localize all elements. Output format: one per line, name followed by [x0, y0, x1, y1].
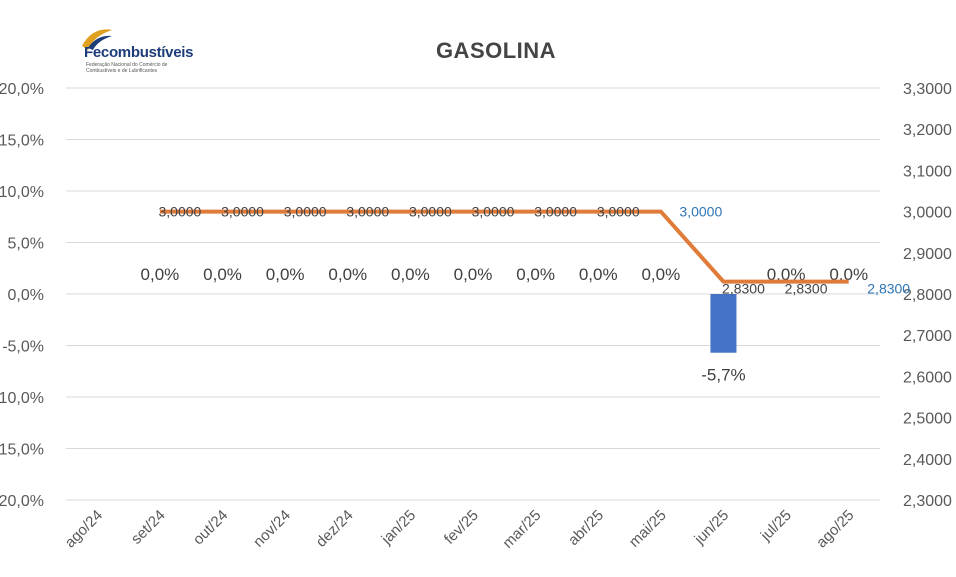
chart-title: GASOLINA — [435, 38, 557, 63]
bar-data-label: 0,0% — [454, 265, 493, 284]
x-tick-label: mar/25 — [499, 507, 544, 552]
logo-wordmark: Fecombustíveis — [84, 44, 194, 61]
bar-data-label: -5,7% — [701, 366, 745, 385]
bar-data-label: 0,0% — [391, 265, 430, 284]
x-tick-label: nov/24 — [250, 507, 294, 551]
y-left-tick-label: 20,0% — [0, 81, 44, 98]
bar-data-label: 0,0% — [829, 265, 868, 284]
fecombustiveis-logo: Fecombustíveis Federação Nacional do Com… — [76, 26, 206, 78]
line-data-label: 3,0000 — [346, 204, 389, 220]
y-right-tick-label: 3,2000 — [903, 122, 952, 139]
bar-data-label: 0,0% — [767, 265, 806, 284]
bar-data-label: 0,0% — [328, 265, 367, 284]
line-series — [159, 209, 849, 284]
x-tick-label: jan/25 — [378, 507, 420, 549]
y-right-tick-label: 2,9000 — [903, 246, 952, 263]
y-right-tick-label: 2,3000 — [903, 493, 952, 510]
bar — [710, 294, 737, 353]
line-data-label: 3,0000 — [409, 204, 452, 220]
y-left-tick-label: -5,0% — [2, 339, 44, 356]
line-data-label: 3,0000 — [597, 204, 640, 220]
line-data-label: 3,0000 — [221, 204, 264, 220]
y-right-tick-label: 3,0000 — [903, 205, 952, 222]
line-data-label: 3,0000 — [679, 204, 722, 220]
y-left-tick-label: 5,0% — [8, 236, 44, 253]
y-left-tick-label: 0,0% — [8, 287, 44, 304]
y-left-tick-label: 15,0% — [0, 133, 44, 150]
bar-data-label: 0,0% — [141, 265, 180, 284]
bar-data-label: 0,0% — [641, 265, 680, 284]
y-right-tick-label: 2,4000 — [903, 452, 952, 469]
x-tick-label: fev/25 — [441, 507, 482, 548]
bar-data-label: 0,0% — [579, 265, 618, 284]
line-data-label: 3,0000 — [534, 204, 577, 220]
y-right-tick-label: 3,1000 — [903, 163, 952, 180]
bar-data-label: 0,0% — [266, 265, 305, 284]
x-tick-label: set/24 — [128, 507, 169, 548]
x-tick-label: ago/24 — [62, 507, 106, 551]
x-tick-label: dez/24 — [313, 507, 357, 551]
line-data-label: 3,0000 — [284, 204, 327, 220]
y-right-tick-label: 2,7000 — [903, 328, 952, 345]
line-data-label: 2,8300 — [785, 281, 828, 297]
x-tick-label: abr/25 — [565, 507, 607, 549]
line-data-label: 3,0000 — [159, 204, 202, 220]
x-tick-label: jun/25 — [691, 507, 733, 549]
x-tick-label: mai/25 — [626, 507, 670, 551]
bar-data-label: 0,0% — [516, 265, 555, 284]
x-tick-label: out/24 — [190, 507, 232, 549]
y-left-tick-label: -10,0% — [0, 390, 44, 407]
y-right-tick-label: 2,6000 — [903, 369, 952, 386]
line-data-label: 2,8300 — [867, 281, 910, 297]
y-left-tick-label: 10,0% — [0, 184, 44, 201]
x-tick-label: jul/25 — [757, 507, 795, 545]
y-left-tick-label: -15,0% — [0, 442, 44, 459]
y-left-tick-label: -20,0% — [0, 493, 44, 510]
y-right-tick-label: 3,3000 — [903, 81, 952, 98]
bar-data-label: 0,0% — [203, 265, 242, 284]
logo-subtitle: Federação Nacional do Comércio de Combus… — [86, 62, 168, 74]
x-tick-label: ago/25 — [813, 507, 857, 551]
line-data-label: 3,0000 — [472, 204, 515, 220]
line-data-label: 2,8300 — [722, 281, 765, 297]
y-right-tick-label: 2,8000 — [903, 287, 952, 304]
y-right-tick-label: 2,5000 — [903, 411, 952, 428]
